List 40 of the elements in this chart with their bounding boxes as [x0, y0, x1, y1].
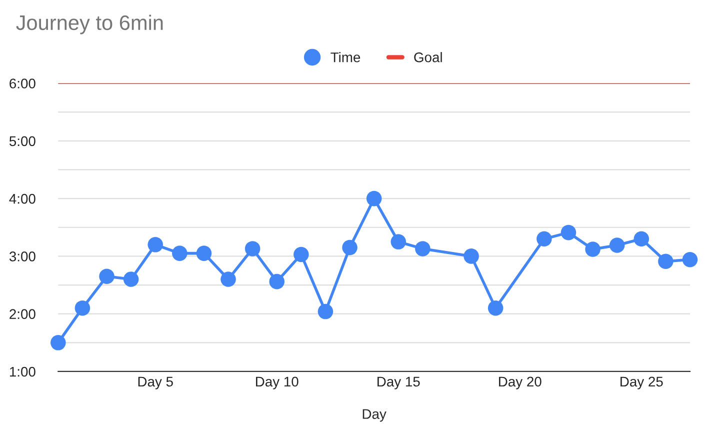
point [488, 300, 504, 316]
point [50, 335, 66, 350]
x-tick-label: Day 15 [378, 376, 420, 390]
point [220, 272, 236, 287]
y-tick-label: 5:00 [9, 136, 36, 146]
point [244, 241, 260, 256]
point [658, 254, 674, 270]
point [294, 246, 309, 262]
point [536, 231, 552, 247]
point [318, 304, 334, 320]
point [415, 241, 430, 256]
point [342, 240, 358, 256]
y-tick-label: 3:00 [9, 252, 36, 262]
point [366, 190, 382, 206]
point [682, 252, 698, 268]
x-tick-label: Day 10 [256, 376, 298, 390]
point [585, 242, 600, 257]
x-tick-label: Day 20 [499, 376, 542, 390]
point [74, 300, 90, 316]
point [390, 234, 406, 250]
point [196, 246, 212, 261]
legend-label: Time [330, 52, 360, 62]
x-axis-title: Day [362, 409, 386, 422]
y-tick-label: 4:00 [9, 194, 36, 204]
point [464, 248, 479, 264]
y-tick-label: 2:00 [10, 309, 36, 320]
point [609, 238, 625, 253]
legend-label: Goal [414, 52, 442, 62]
point [634, 231, 650, 247]
point [99, 268, 114, 284]
y-tick-label: 6:00 [10, 78, 36, 88]
point [148, 237, 164, 252]
x-tick-label: Day 5 [138, 376, 173, 390]
point [560, 224, 576, 240]
y-tick-label: 1:00 [10, 366, 36, 377]
point [172, 246, 188, 261]
chart-title: Journey to 6min [16, 14, 163, 34]
point [123, 272, 139, 287]
point [269, 274, 285, 290]
x-tick-label: Day 25 [620, 376, 663, 390]
